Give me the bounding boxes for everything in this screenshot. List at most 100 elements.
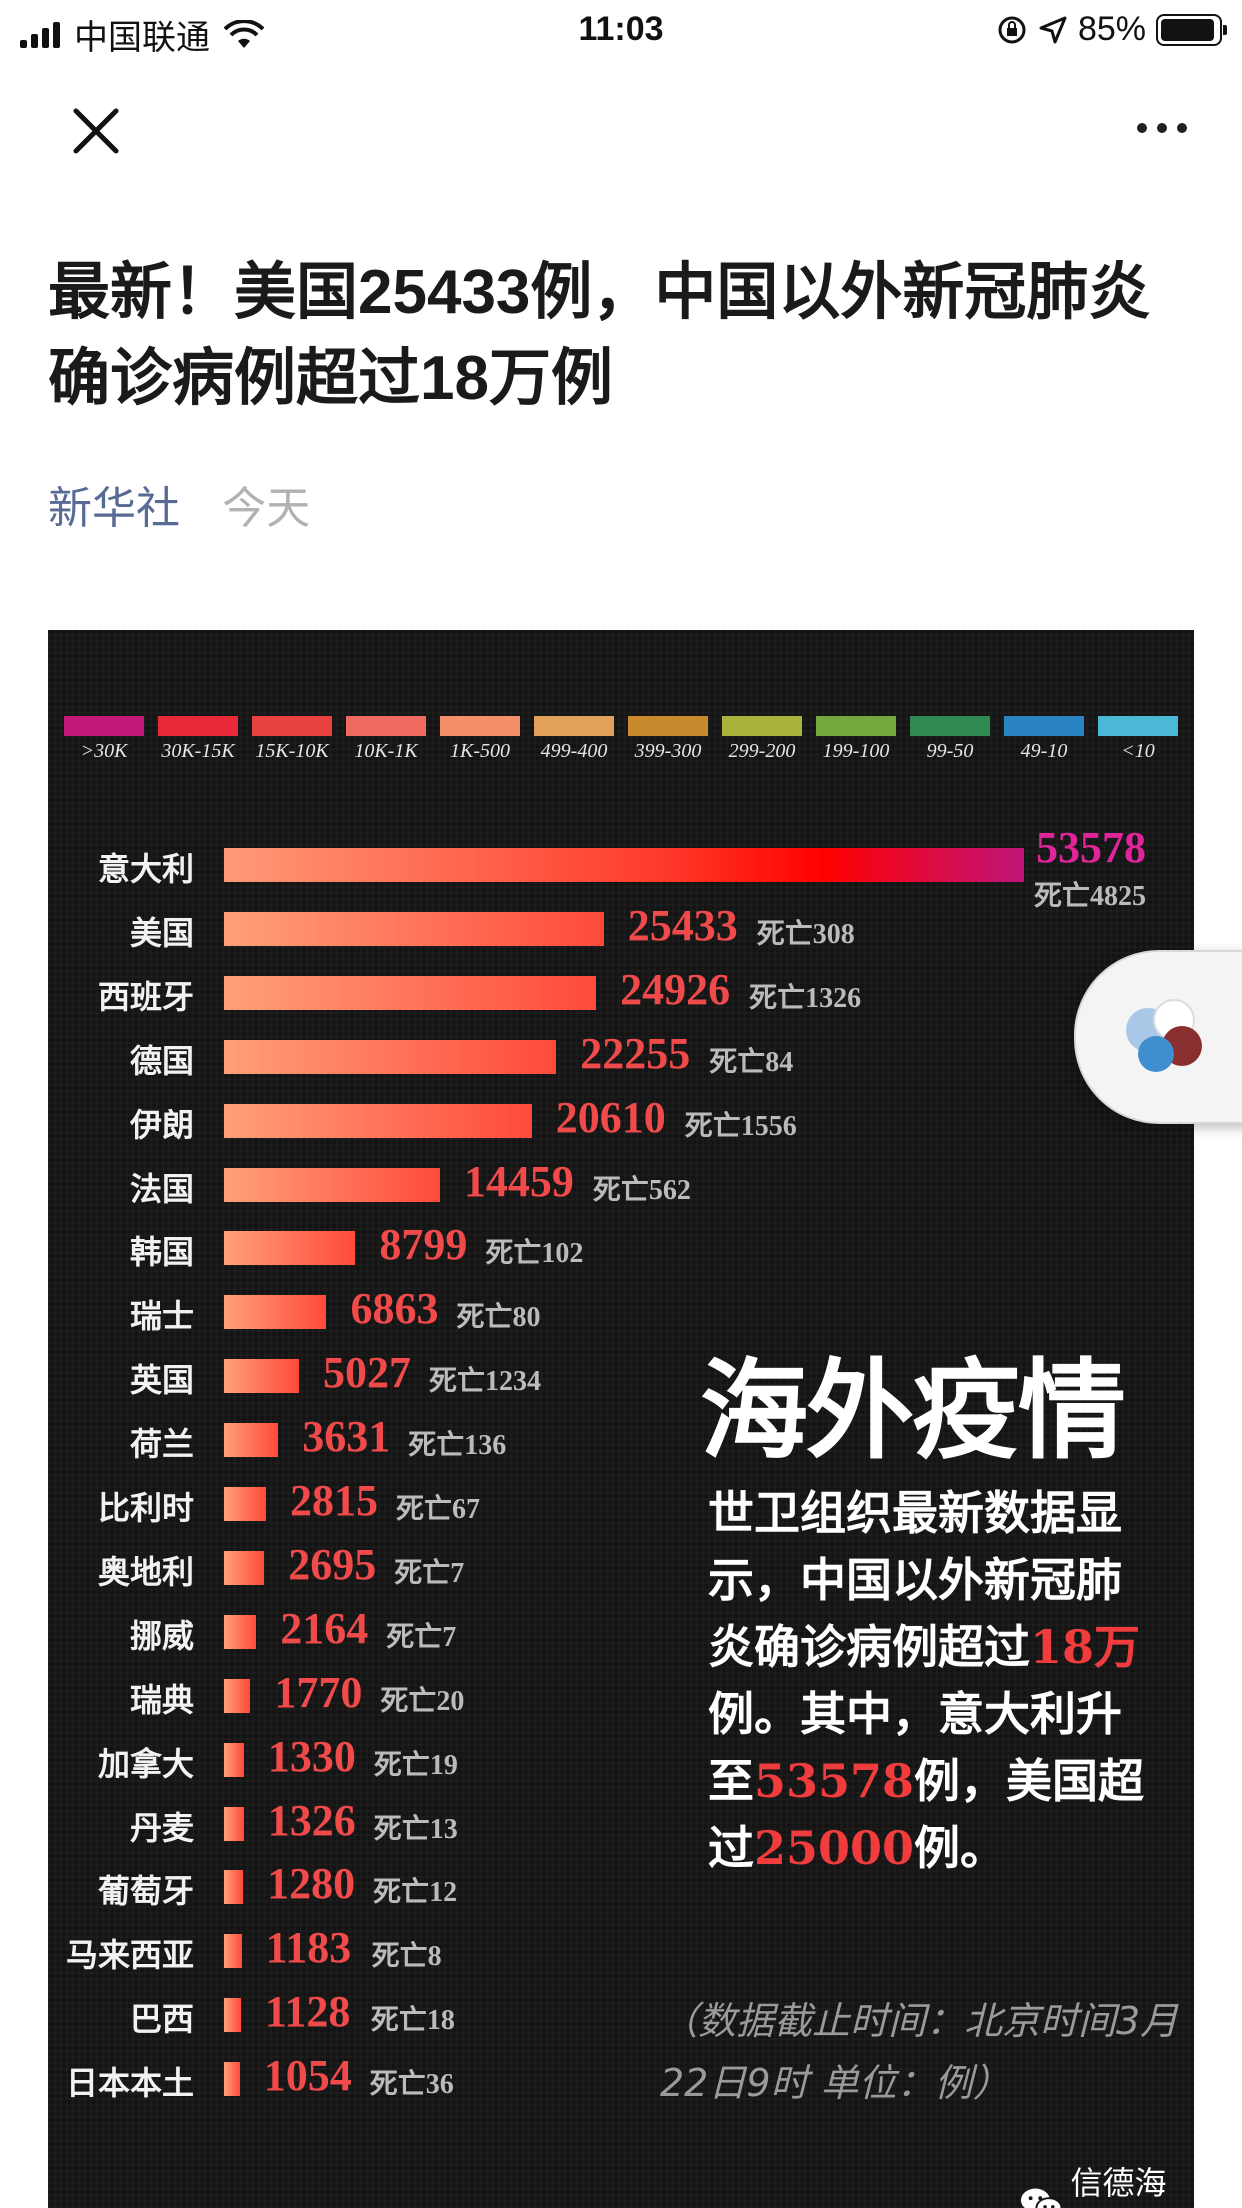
close-button[interactable] [60,95,132,167]
status-bar: 中国联通 11:03 85% [0,0,1242,62]
country-label: 奥地利 [97,1553,194,1590]
more-icon [1137,123,1147,133]
desc-highlight-1: 18万 [1030,1620,1141,1674]
value-label: 2695 [288,1539,377,1589]
floating-window-button[interactable] [1074,950,1242,1124]
country-label: 马来西亚 [65,1937,194,1974]
bar [224,1231,356,1266]
watermark: 信德海事 [1020,2158,1194,2208]
death-label: 死亡7 [394,1557,465,1589]
death-label: 死亡67 [396,1494,481,1525]
bar [224,1614,257,1649]
bar [224,1806,244,1841]
legend-swatch [1098,716,1178,736]
bar-row: 伊朗 20610 死亡1556 [48,1092,1194,1156]
value-label: 2164 [280,1603,369,1653]
article-source-link[interactable]: 新华社 [48,484,180,533]
bar-row: 英国 5027 死亡1234 [48,1347,1194,1411]
desc-highlight-2: 53578 [754,1754,915,1808]
legend-item: 30K-15K [158,716,238,763]
death-label: 死亡7 [386,1621,457,1653]
legend-item: 499-400 [534,716,614,763]
bar-row: 奥地利 2695 死亡7 [48,1539,1194,1603]
death-label: 死亡4825 [1034,881,1147,912]
country-label: 日本本土 [65,2065,194,2102]
country-label: 韩国 [129,1234,194,1271]
country-label: 挪威 [129,1617,194,1654]
bar-row: 瑞士 6863 死亡80 [48,1283,1194,1347]
legend-label: 30K-15K [161,740,235,762]
value-label: 1054 [263,2051,352,2101]
status-right: 85% [996,10,1227,49]
bar [224,2062,240,2097]
legend-label: 10K-1K [354,740,418,762]
clock: 11:03 [578,10,664,48]
death-label: 死亡1234 [429,1366,542,1398]
legend-label: 99-50 [926,740,974,762]
legend-swatch [252,716,332,736]
legend-item: >30K [64,716,144,763]
bar-row: 西班牙 24926 死亡1326 [48,964,1194,1028]
watermark-text: 信德海事 [1070,2165,1167,2201]
legend-swatch [628,716,708,736]
bar-row: 美国 25433 死亡308 [48,900,1194,964]
value-label: 20610 [555,1092,666,1142]
legend-item: 15K-10K [252,716,332,763]
bar [224,1934,242,1969]
legend-label: <10 [1121,740,1155,762]
legend-item: 10K-1K [346,716,426,763]
country-label: 丹麦 [129,1809,194,1846]
death-label: 死亡19 [373,1749,458,1781]
value-label: 53578 [1036,823,1146,872]
status-left: 中国联通 [20,10,264,59]
desc-text-2: 例。其中，意大利升至 [708,1687,1122,1808]
legend-swatch [346,716,426,736]
legend-swatch [534,716,614,736]
bar [224,1423,279,1458]
country-label: 西班牙 [97,978,194,1015]
article-date: 今天 [222,484,311,533]
bar-row: 葡萄牙 1280 死亡12 [48,1858,1194,1922]
value-label: 5027 [323,1348,412,1398]
carrier-label: 中国联通 [74,19,210,57]
death-label: 死亡1556 [684,1110,797,1142]
legend-label: 1K-500 [450,740,510,762]
bar-row: 马来西亚 1183 死亡8 [48,1922,1194,1986]
desc-text-1: 世卫组织最新数据显示，中国以外新冠肺炎确诊病例超过 [708,1486,1122,1674]
legend-label: 499-400 [540,740,608,762]
bar [224,975,597,1010]
bar [224,1550,265,1585]
death-label: 死亡136 [408,1430,507,1462]
bar [224,848,1024,882]
country-label: 荷兰 [129,1426,194,1463]
article-title: 最新！美国25433例，中国以外新冠肺炎确诊病例超过18万例 [48,258,1151,413]
more-button[interactable] [1122,108,1202,148]
value-label: 2815 [290,1476,379,1525]
rotation-lock-icon [998,16,1026,43]
bar [224,1678,251,1713]
bar [224,1039,557,1074]
legend-swatch [722,716,802,736]
country-label: 瑞典 [129,1681,194,1718]
value-label: 1128 [264,1987,351,2037]
country-label: 加拿大 [97,1745,194,1782]
value-label: 25433 [627,900,738,950]
death-label: 死亡13 [373,1813,458,1845]
country-label: 伊朗 [129,1106,194,1143]
country-label: 美国 [129,914,194,951]
legend-swatch [440,716,520,736]
country-label: 瑞士 [129,1298,194,1335]
legend-label: 15K-10K [255,740,329,762]
bar-row: 荷兰 3631 死亡136 [48,1411,1194,1475]
value-label: 6863 [350,1284,439,1334]
legend-swatch [1004,716,1084,736]
value-label: 3631 [302,1412,391,1462]
legend-label: 299-200 [728,740,796,762]
bar [224,1998,241,2033]
value-label: 22255 [580,1028,691,1078]
country-label: 意大利 [97,851,194,887]
legend-swatch [816,716,896,736]
death-label: 死亡1326 [749,982,862,1014]
legend-item: 299-200 [722,716,802,763]
bar-row: 法国 14459 死亡562 [48,1156,1194,1220]
